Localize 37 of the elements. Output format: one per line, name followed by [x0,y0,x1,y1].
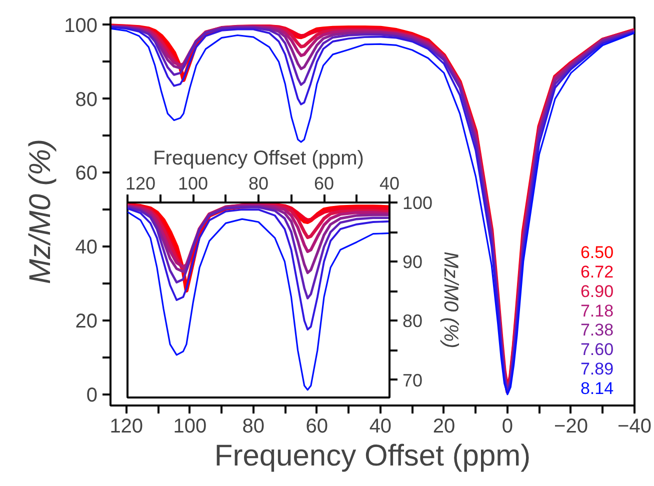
text: 7.18 [580,301,614,320]
text: 8.14 [580,378,614,398]
x-tick-label: 60 [306,416,328,438]
x-tick-label: 40 [369,416,392,438]
text: 7.60 [580,340,614,360]
y-tick-label: 100 [64,14,98,37]
y-tick-label: 0 [86,384,98,406]
x-tick-label: −20 [554,416,588,438]
y-tick-label: 100 [402,193,433,213]
x-tick-label: 100 [173,416,207,438]
x-tick-label: 120 [110,416,144,438]
x-tick-label: 0 [502,416,514,438]
line-series [128,211,390,391]
text: 6.90 [580,282,614,301]
y-axis-title: Mz/M0 (%) [24,138,58,284]
x-axis-title: Frequency Offset (ppm) [214,440,531,472]
text: 6.72 [580,262,614,282]
y-tick-label: 20 [75,310,98,333]
y-axis-title: Mz/M0 (%) [440,252,462,348]
line-series [128,207,390,331]
text: 7.38 [580,320,614,340]
x-tick-label: 60 [314,174,334,194]
text: 6.50 [580,243,614,262]
y-tick-label: 90 [402,252,423,272]
y-tick-label: 40 [75,236,98,259]
x-tick-label: −40 [618,416,652,438]
x-tick-label: 20 [432,416,456,438]
y-tick-label: 80 [402,311,423,332]
x-axis-title: Frequency Offset (ppm) [153,148,364,170]
y-tick-label: 70 [402,370,423,390]
text: 7.89 [580,359,614,378]
x-tick-label: 80 [248,174,269,194]
x-tick-label: 120 [126,174,156,194]
x-tick-label: 80 [242,416,265,438]
y-tick-label: 80 [75,88,98,111]
x-tick-label: 100 [178,174,208,194]
x-tick-label: 40 [379,174,400,194]
